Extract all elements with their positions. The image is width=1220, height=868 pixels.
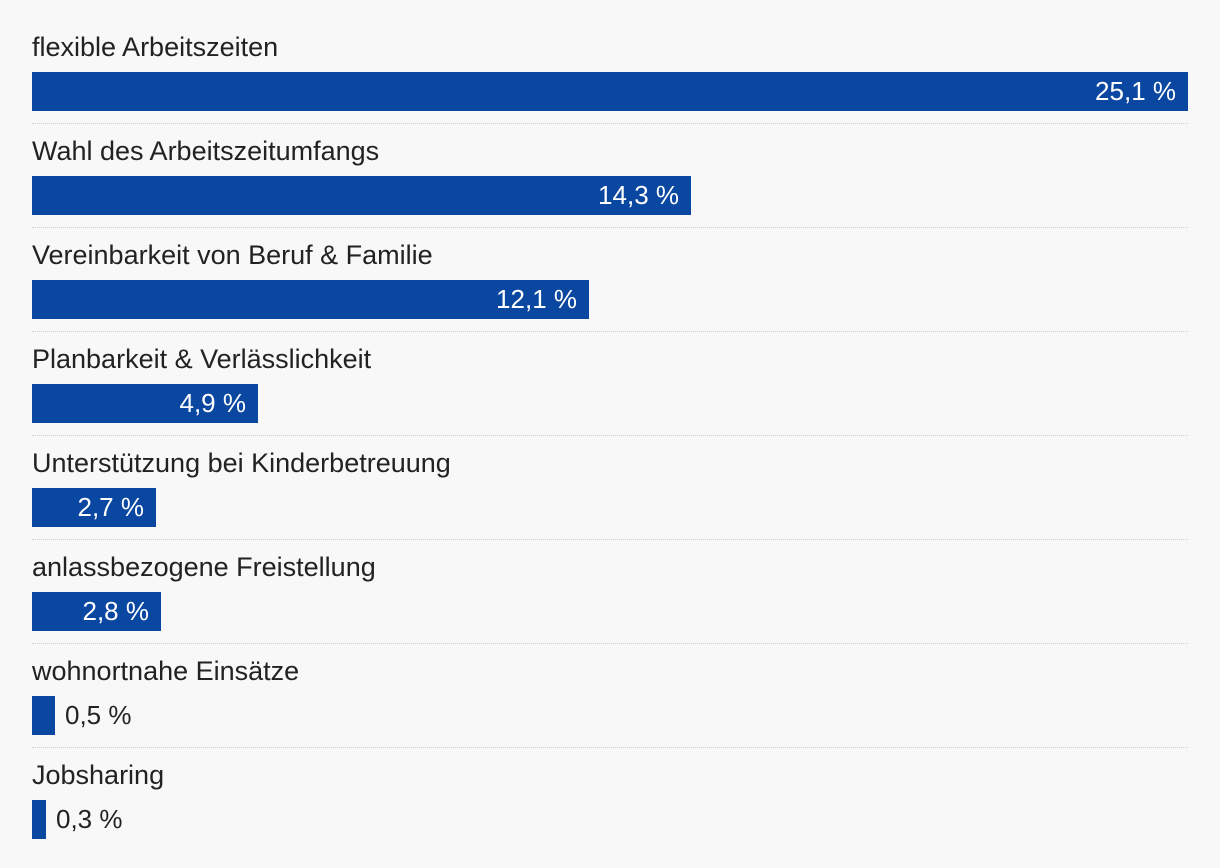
bar-row: Jobsharing 0,3 % <box>32 748 1188 852</box>
category-label: Planbarkeit & Verlässlichkeit <box>32 344 372 374</box>
category-label: wohnortnahe Einsätze <box>32 656 300 686</box>
bar-track: 12,1 % <box>32 280 1188 319</box>
value-label: 0,3 % <box>56 804 123 834</box>
bar-track: 0,3 % <box>32 800 1188 839</box>
bar <box>32 800 46 839</box>
bar-row: Vereinbarkeit von Beruf & Familie 12,1 % <box>32 228 1188 332</box>
bar-track: 25,1 % <box>32 72 1188 111</box>
bar <box>32 488 156 527</box>
value-label: 0,5 % <box>65 700 132 730</box>
bar <box>32 72 1188 111</box>
bar-row: Planbarkeit & Verlässlichkeit 4,9 % <box>32 332 1188 436</box>
bar <box>32 280 589 319</box>
bar-track: 4,9 % <box>32 384 1188 423</box>
value-label: 2,7 % <box>77 492 145 522</box>
bar <box>32 696 55 735</box>
value-label: 4,9 % <box>179 388 247 418</box>
value-label: 14,3 % <box>598 180 679 210</box>
category-label: anlassbezogene Freistellung <box>32 552 376 582</box>
bar-row: Wahl des Arbeitszeitumfangs 14,3 % <box>32 124 1188 228</box>
category-label: Wahl des Arbeitszeitumfangs <box>32 136 380 166</box>
bar <box>32 176 691 215</box>
bar-row: anlassbezogene Freistellung 2,8 % <box>32 540 1188 644</box>
bar-row: Unterstützung bei Kinderbetreuung 2,7 % <box>32 436 1188 540</box>
value-label: 25,1 % <box>1095 76 1176 106</box>
bar-chart: flexible Arbeitszeiten 25,1 % Wahl des Arb… <box>32 20 1188 852</box>
category-label: Jobsharing <box>32 760 165 790</box>
category-label: Unterstützung bei Kinderbetreuung <box>32 448 451 478</box>
bar-row: wohnortnahe Einsätze 0,5 % <box>32 644 1188 748</box>
bar-track: 2,8 % <box>32 592 1188 631</box>
category-label: flexible Arbeitszeiten <box>32 32 279 62</box>
bar-track: 2,7 % <box>32 488 1188 527</box>
value-label: 12,1 % <box>496 284 577 314</box>
bar <box>32 384 258 423</box>
category-label: Vereinbarkeit von Beruf & Familie <box>32 240 433 270</box>
bar-row: flexible Arbeitszeiten 25,1 % <box>32 20 1188 124</box>
bar-chart-rows: flexible Arbeitszeiten 25,1 % Wahl des Arb… <box>32 20 1188 852</box>
bar-track: 0,5 % <box>32 696 1188 735</box>
bar <box>32 592 161 631</box>
bar-track: 14,3 % <box>32 176 1188 215</box>
value-label: 2,8 % <box>82 596 150 626</box>
